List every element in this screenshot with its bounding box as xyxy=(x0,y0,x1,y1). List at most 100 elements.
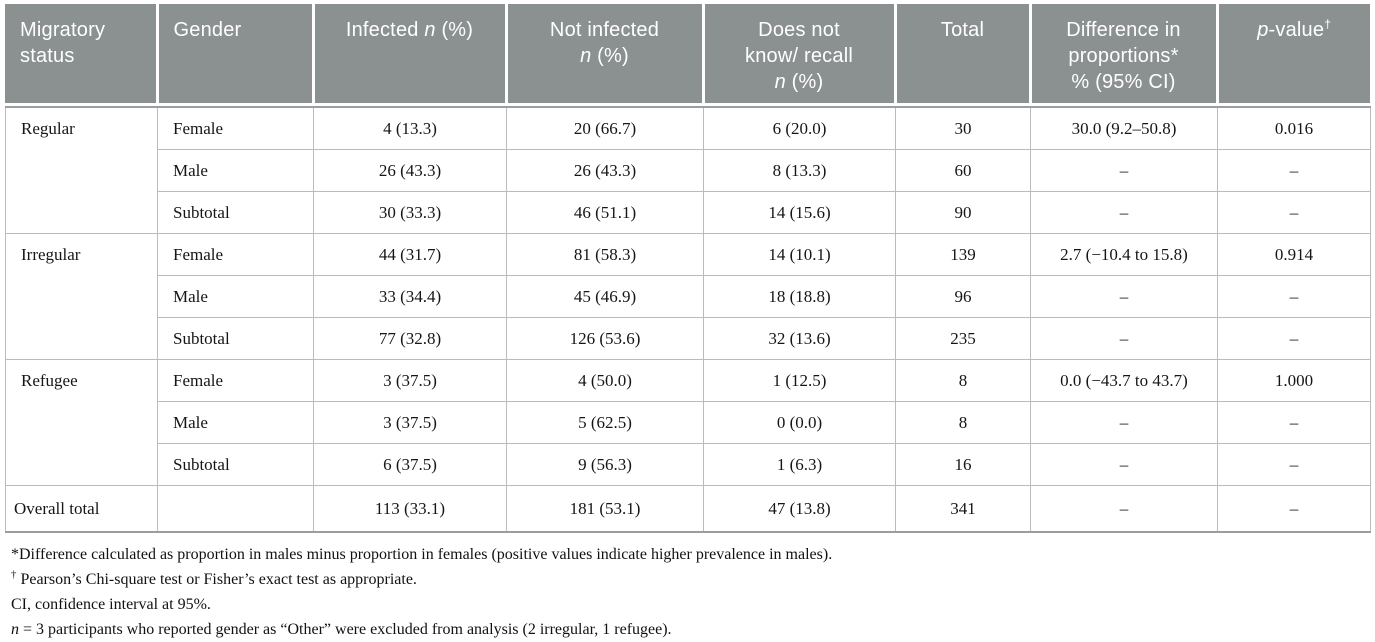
column-header-not-infected: Not infected n (%) xyxy=(504,4,703,103)
cell-does-not-know: 18 (18.8) xyxy=(703,275,896,318)
cell-p-value: – xyxy=(1217,275,1371,318)
cell-difference: 30.0 (9.2–50.8) xyxy=(1030,106,1218,150)
cell-gender: Subtotal xyxy=(157,317,314,360)
cell-difference: – xyxy=(1030,191,1218,234)
table-row: Irregular Female 44 (31.7) 81 (58.3) 14 (10.… xyxy=(5,233,1371,360)
column-header-p-value: p-value† xyxy=(1215,4,1370,103)
cell-total: 90 xyxy=(895,191,1031,234)
cell-does-not-know: 0 (0.0) xyxy=(703,401,896,444)
cell-infected: 26 (43.3) xyxy=(313,149,507,192)
cell-migratory-status: Regular xyxy=(5,106,158,234)
cell-p-value: – xyxy=(1217,317,1371,360)
cell-not-infected: 26 (43.3) xyxy=(506,149,704,192)
cell-total: 235 xyxy=(895,317,1031,360)
cell-migratory-status: Overall total xyxy=(5,485,158,533)
table-body: Regular Female 4 (13.3) 20 (66.7) 6 (20.0) 30… xyxy=(5,106,1371,533)
cell-not-infected: 181 (53.1) xyxy=(506,485,704,533)
cell-total: 96 xyxy=(895,275,1031,318)
cell-not-infected: 9 (56.3) xyxy=(506,443,704,486)
table-row: Male 3 (37.5) 5 (62.5) 0 (0.0) 8– – xyxy=(6,401,1371,444)
cell-difference: – xyxy=(1030,275,1218,318)
cell-infected: 44 (31.7) xyxy=(313,233,507,276)
cell-infected: 33 (34.4) xyxy=(313,275,507,318)
cell-gender: Female xyxy=(157,106,314,150)
header-row: Migratory status Gender Infected n (%) Not i… xyxy=(5,4,1370,103)
footnote-3: CI, confidence interval at 95%. xyxy=(11,596,211,613)
table-row: Subtotal 30 (33.3) 46 (51.1) 14 (15.6) 90– – xyxy=(6,191,1371,234)
cell-does-not-know: 14 (15.6) xyxy=(703,191,896,234)
cell-gender: Male xyxy=(157,149,314,192)
table-header: Migratory status Gender Infected n (%) Not i… xyxy=(5,4,1370,103)
cell-gender: Male xyxy=(157,275,314,318)
cell-not-infected: 81 (58.3) xyxy=(506,233,704,276)
cell-p-value: – xyxy=(1217,443,1371,486)
cell-gender: Subtotal xyxy=(157,191,314,234)
cell-difference: – xyxy=(1030,317,1218,360)
cell-infected: 6 (37.5) xyxy=(313,443,507,486)
cell-gender: Female xyxy=(157,233,314,276)
cell-difference: 2.7 (−10.4 to 15.8) xyxy=(1030,233,1218,276)
cell-infected: 30 (33.3) xyxy=(313,191,507,234)
cell-gender: Female xyxy=(157,359,314,402)
table-row: Subtotal 6 (37.5) 9 (56.3) 1 (6.3) 16– – xyxy=(6,443,1371,486)
table-row: Refugee Female 3 (37.5) 4 (50.0) 1 (12.5) 8 0.… xyxy=(5,359,1371,486)
table-row: Subtotal 77 (32.8) 126 (53.6) 32 (13.6) 235–… xyxy=(6,317,1371,360)
cell-infected: 113 (33.1) xyxy=(313,485,507,533)
cell-difference: – xyxy=(1030,149,1218,192)
cell-not-infected: 4 (50.0) xyxy=(506,359,704,402)
cell-difference: – xyxy=(1030,485,1218,533)
column-header-does-not-know: Does not know/ recall n (%) xyxy=(701,4,895,103)
footnote-2: † Pearson’s Chi-square test or Fisher’s … xyxy=(11,568,417,588)
cell-p-value: – xyxy=(1217,149,1371,192)
cell-infected: 77 (32.8) xyxy=(313,317,507,360)
cell-does-not-know: 6 (20.0) xyxy=(703,106,896,150)
footnote-1: *Difference calculated as proportion in … xyxy=(11,546,833,563)
column-header-migratory-status: Migratory status xyxy=(5,4,157,103)
cell-p-value: 0.016 xyxy=(1217,106,1371,150)
cell-total: 341 xyxy=(895,485,1031,533)
cell-not-infected: 5 (62.5) xyxy=(506,401,704,444)
cell-infected: 3 (37.5) xyxy=(313,359,507,402)
table-row: Male 33 (34.4) 45 (46.9) 18 (18.8) 96– – xyxy=(6,275,1371,318)
footnotes: *Difference calculated as proportion in … xyxy=(5,533,1370,642)
cell-not-infected: 46 (51.1) xyxy=(506,191,704,234)
cell-migratory-status: Refugee xyxy=(5,359,158,486)
column-header-total: Total xyxy=(893,4,1030,103)
cell-does-not-know: 32 (13.6) xyxy=(703,317,896,360)
cell-not-infected: 126 (53.6) xyxy=(506,317,704,360)
cell-gender: Male xyxy=(157,401,314,444)
cell-p-value: 0.914 xyxy=(1217,233,1371,276)
cell-p-value: – xyxy=(1217,485,1371,533)
cell-total: 30 xyxy=(895,106,1031,150)
cell-does-not-know: 8 (13.3) xyxy=(703,149,896,192)
table-row: Regular Female 4 (13.3) 20 (66.7) 6 (20.0) 30… xyxy=(5,106,1371,234)
cell-difference: – xyxy=(1030,401,1218,444)
cell-infected: 4 (13.3) xyxy=(313,106,507,150)
cell-p-value: – xyxy=(1217,401,1371,444)
cell-does-not-know: 14 (10.1) xyxy=(703,233,896,276)
cell-not-infected: 20 (66.7) xyxy=(506,106,704,150)
cell-not-infected: 45 (46.9) xyxy=(506,275,704,318)
cell-total: 8 xyxy=(895,359,1031,402)
table-row: Overall total 113 (33.1) 181 (53.1) 47 (13.… xyxy=(5,485,1371,533)
cell-total: 8 xyxy=(895,401,1031,444)
cell-total: 60 xyxy=(895,149,1031,192)
cell-infected: 3 (37.5) xyxy=(313,401,507,444)
cell-does-not-know: 1 (6.3) xyxy=(703,443,896,486)
cell-total: 16 xyxy=(895,443,1031,486)
column-header-difference: Difference in proportions*% (95% CI) xyxy=(1028,4,1217,103)
cell-difference: 0.0 (−43.7 to 43.7) xyxy=(1030,359,1218,402)
cell-does-not-know: 1 (12.5) xyxy=(703,359,896,402)
cell-gender xyxy=(157,485,314,533)
cell-p-value: 1.000 xyxy=(1217,359,1371,402)
column-header-gender: Gender xyxy=(155,4,313,103)
cell-p-value: – xyxy=(1217,191,1371,234)
cell-total: 139 xyxy=(895,233,1031,276)
cell-difference: – xyxy=(1030,443,1218,486)
cell-migratory-status: Irregular xyxy=(5,233,158,360)
cell-does-not-know: 47 (13.8) xyxy=(703,485,896,533)
table-row: Male 26 (43.3) 26 (43.3) 8 (13.3) 60– – xyxy=(6,149,1371,192)
column-header-infected: Infected n (%) xyxy=(311,4,506,103)
cell-gender: Subtotal xyxy=(157,443,314,486)
